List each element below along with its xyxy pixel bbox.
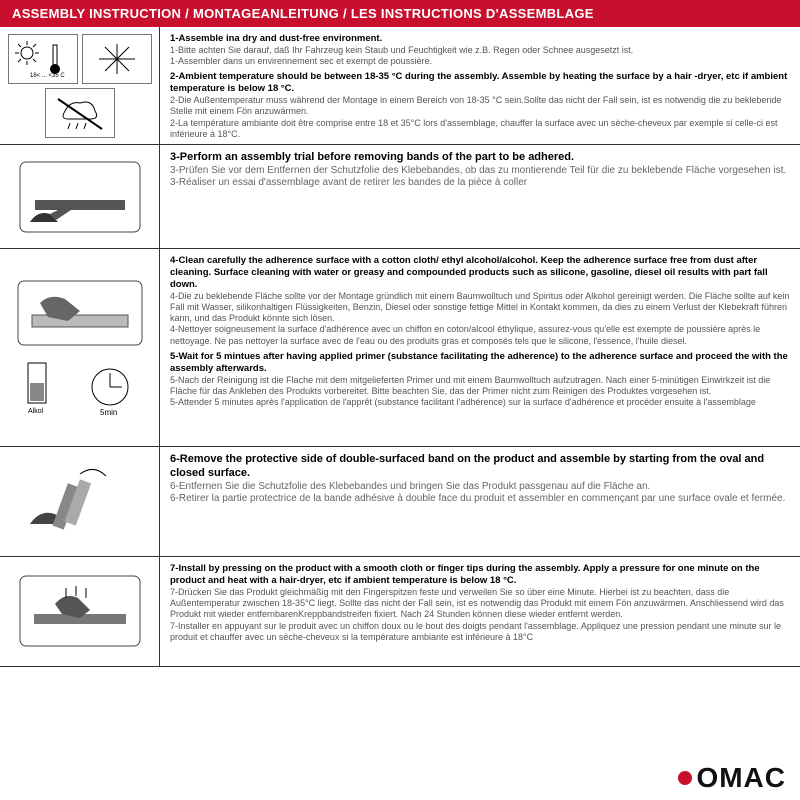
step-sub: 1-Bitte achten Sie darauf, daß Ihr Fahrz… bbox=[170, 45, 790, 56]
step-sub: 5-Attender 5 minutes après l'application… bbox=[170, 397, 790, 408]
step-illustration bbox=[0, 447, 160, 556]
no-rain-icon bbox=[50, 93, 110, 133]
snow-icon bbox=[87, 39, 147, 79]
step-sub: 6-Entfernen Sie die Schutzfolie des Kleb… bbox=[170, 481, 790, 494]
step-row: Alkol 5min 4-Clean carefully the adheren… bbox=[0, 249, 800, 447]
step-row: 18< ... <35 C bbox=[0, 27, 800, 145]
step-sub: 5-Nach der Reinigung ist die Flache mit … bbox=[170, 375, 790, 398]
brand-logo: OMAC bbox=[678, 762, 786, 794]
step-lead: 6-Remove the protective side of double-s… bbox=[170, 453, 790, 481]
step-text: 1-Assemble ina dry and dust-free environ… bbox=[160, 27, 800, 144]
step-lead: 2-Ambient temperature should be between … bbox=[170, 71, 790, 95]
step-sub: 7-Installer en appuyant sur le produit a… bbox=[170, 621, 790, 644]
step-row: 7-Install by pressing on the product wit… bbox=[0, 557, 800, 667]
step-sub: 3-Réaliser un essai d'assemblage avant d… bbox=[170, 177, 790, 190]
step-lead: 5-Wait for 5 mintues after having applie… bbox=[170, 351, 790, 375]
header-title: ASSEMBLY INSTRUCTION / MONTAGEANLEITUNG … bbox=[12, 6, 594, 21]
step-sub: 1-Assembler dans un envirennement sec et… bbox=[170, 56, 790, 67]
step-lead: 3-Perform an assembly trial before remov… bbox=[170, 151, 790, 165]
step-sub: 2-La température ambiante doit être comp… bbox=[170, 118, 790, 141]
instruction-rows: 18< ... <35 C bbox=[0, 27, 800, 667]
step-sub: 4-Die zu beklebende Fläche sollte vor de… bbox=[170, 291, 790, 325]
step-lead: 4-Clean carefully the adherence surface … bbox=[170, 255, 790, 291]
svg-text:5min: 5min bbox=[100, 408, 117, 417]
step-text: 3-Perform an assembly trial before remov… bbox=[160, 145, 800, 248]
sun-thermo-icon: 18< ... <35 C bbox=[13, 39, 73, 79]
clean-surface-icon bbox=[10, 273, 150, 353]
step-illustration bbox=[0, 557, 160, 666]
brand-text: OMAC bbox=[696, 762, 786, 794]
step-sub: 4-Nettoyer soigneusement la surface d'ad… bbox=[170, 324, 790, 347]
step-sub: 2-Die Außentemperatur muss während der M… bbox=[170, 95, 790, 118]
header-bar: ASSEMBLY INSTRUCTION / MONTAGEANLEITUNG … bbox=[0, 0, 800, 27]
step-illustration bbox=[0, 145, 160, 248]
step-row: 3-Perform an assembly trial before remov… bbox=[0, 145, 800, 249]
trial-fit-icon bbox=[10, 152, 150, 242]
step-text: 6-Remove the protective side of double-s… bbox=[160, 447, 800, 556]
step-illustration: Alkol 5min bbox=[0, 249, 160, 446]
step-sub: 7-Drücken Sie das Produkt gleichmäßig mi… bbox=[170, 587, 790, 621]
peel-tape-icon bbox=[10, 454, 150, 549]
step-sub: 6-Retirer la partie protectrice de la ba… bbox=[170, 493, 790, 506]
step-sub: 3-Prüfen Sie vor dem Entfernen der Schut… bbox=[170, 165, 790, 178]
press-install-icon bbox=[10, 564, 150, 659]
step-row: 6-Remove the protective side of double-s… bbox=[0, 447, 800, 557]
step-text: 7-Install by pressing on the product wit… bbox=[160, 557, 800, 666]
svg-text:18< ... <35 C: 18< ... <35 C bbox=[30, 73, 65, 79]
step-lead: 1-Assemble ina dry and dust-free environ… bbox=[170, 33, 790, 45]
primer-timer-icon: Alkol 5min bbox=[10, 353, 150, 423]
step-text: 4-Clean carefully the adherence surface … bbox=[160, 249, 800, 446]
step-illustration: 18< ... <35 C bbox=[0, 27, 160, 144]
svg-text:Alkol: Alkol bbox=[28, 408, 44, 415]
brand-dot-icon bbox=[678, 771, 692, 785]
step-lead: 7-Install by pressing on the product wit… bbox=[170, 563, 790, 587]
